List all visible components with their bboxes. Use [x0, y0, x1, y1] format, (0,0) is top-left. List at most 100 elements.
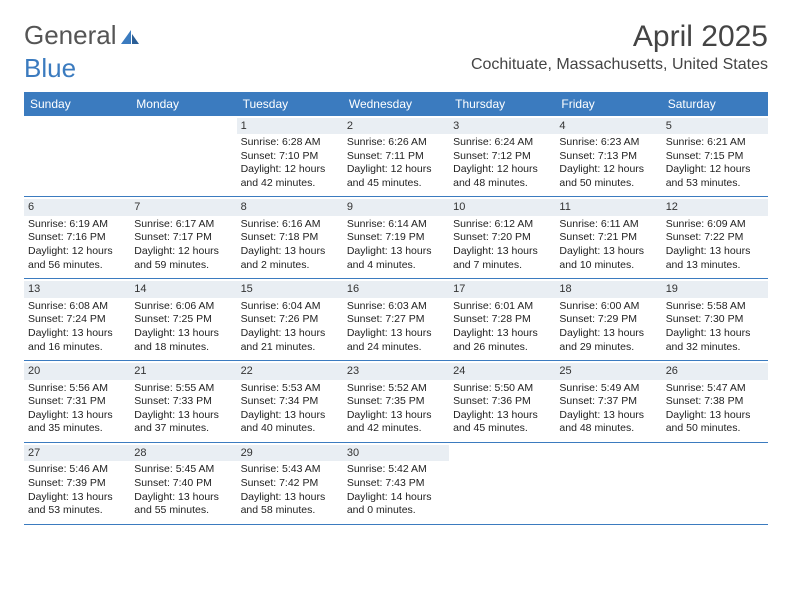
sunrise-text: Sunrise: 6:19 AM [28, 218, 126, 232]
daylight-text: Daylight: 12 hours [559, 163, 657, 177]
sunset-text: Sunset: 7:15 PM [666, 150, 764, 164]
weekday-header: Thursday [449, 92, 555, 116]
day-cell: 13Sunrise: 6:08 AMSunset: 7:24 PMDayligh… [24, 279, 130, 360]
sunrise-text: Sunrise: 5:52 AM [347, 382, 445, 396]
day-cell: 28Sunrise: 5:45 AMSunset: 7:40 PMDayligh… [130, 443, 236, 524]
daylight-text: and 4 minutes. [347, 259, 445, 273]
day-number: 28 [130, 445, 236, 461]
daylight-text: and 48 minutes. [559, 422, 657, 436]
sunset-text: Sunset: 7:31 PM [28, 395, 126, 409]
daylight-text: Daylight: 13 hours [666, 409, 764, 423]
daylight-text: and 45 minutes. [347, 177, 445, 191]
day-cell: 25Sunrise: 5:49 AMSunset: 7:37 PMDayligh… [555, 361, 661, 442]
day-number: 24 [449, 363, 555, 379]
daylight-text: and 0 minutes. [347, 504, 445, 518]
sunrise-text: Sunrise: 6:26 AM [347, 136, 445, 150]
daylight-text: and 7 minutes. [453, 259, 551, 273]
day-cell: 27Sunrise: 5:46 AMSunset: 7:39 PMDayligh… [24, 443, 130, 524]
sunset-text: Sunset: 7:21 PM [559, 231, 657, 245]
daylight-text: Daylight: 13 hours [241, 245, 339, 259]
day-cell: 5Sunrise: 6:21 AMSunset: 7:15 PMDaylight… [662, 116, 768, 197]
daylight-text: Daylight: 13 hours [28, 491, 126, 505]
daylight-text: Daylight: 13 hours [559, 327, 657, 341]
sunrise-text: Sunrise: 6:21 AM [666, 136, 764, 150]
daylight-text: and 18 minutes. [134, 341, 232, 355]
sunset-text: Sunset: 7:30 PM [666, 313, 764, 327]
day-cell: 30Sunrise: 5:42 AMSunset: 7:43 PMDayligh… [343, 443, 449, 524]
week-row: 1Sunrise: 6:28 AMSunset: 7:10 PMDaylight… [24, 116, 768, 198]
daylight-text: and 2 minutes. [241, 259, 339, 273]
sunrise-text: Sunrise: 6:00 AM [559, 300, 657, 314]
day-cell: 29Sunrise: 5:43 AMSunset: 7:42 PMDayligh… [237, 443, 343, 524]
daylight-text: and 56 minutes. [28, 259, 126, 273]
daylight-text: Daylight: 12 hours [28, 245, 126, 259]
day-number: 13 [24, 281, 130, 297]
day-number: 22 [237, 363, 343, 379]
daylight-text: and 32 minutes. [666, 341, 764, 355]
daylight-text: and 13 minutes. [666, 259, 764, 273]
daylight-text: Daylight: 13 hours [666, 245, 764, 259]
day-number: 12 [662, 199, 768, 215]
day-cell: 11Sunrise: 6:11 AMSunset: 7:21 PMDayligh… [555, 197, 661, 278]
daylight-text: and 37 minutes. [134, 422, 232, 436]
day-cell: 20Sunrise: 5:56 AMSunset: 7:31 PMDayligh… [24, 361, 130, 442]
daylight-text: and 50 minutes. [666, 422, 764, 436]
sunrise-text: Sunrise: 6:08 AM [28, 300, 126, 314]
day-cell: 3Sunrise: 6:24 AMSunset: 7:12 PMDaylight… [449, 116, 555, 197]
sunset-text: Sunset: 7:18 PM [241, 231, 339, 245]
daylight-text: Daylight: 13 hours [559, 409, 657, 423]
logo-text: GeneralBlue [24, 20, 141, 84]
logo-text-blue: Blue [24, 53, 76, 83]
day-number: 21 [130, 363, 236, 379]
day-cell: 21Sunrise: 5:55 AMSunset: 7:33 PMDayligh… [130, 361, 236, 442]
weekday-header: Friday [555, 92, 661, 116]
day-cell: 19Sunrise: 5:58 AMSunset: 7:30 PMDayligh… [662, 279, 768, 360]
week-row: 27Sunrise: 5:46 AMSunset: 7:39 PMDayligh… [24, 443, 768, 525]
sunset-text: Sunset: 7:27 PM [347, 313, 445, 327]
sunset-text: Sunset: 7:10 PM [241, 150, 339, 164]
daylight-text: and 45 minutes. [453, 422, 551, 436]
day-cell: 9Sunrise: 6:14 AMSunset: 7:19 PMDaylight… [343, 197, 449, 278]
daylight-text: Daylight: 12 hours [134, 245, 232, 259]
day-cell: 7Sunrise: 6:17 AMSunset: 7:17 PMDaylight… [130, 197, 236, 278]
weeks-container: 1Sunrise: 6:28 AMSunset: 7:10 PMDaylight… [24, 116, 768, 525]
daylight-text: and 24 minutes. [347, 341, 445, 355]
header: GeneralBlue April 2025 Cochituate, Massa… [24, 20, 768, 84]
day-number: 19 [662, 281, 768, 297]
day-cell: 2Sunrise: 6:26 AMSunset: 7:11 PMDaylight… [343, 116, 449, 197]
day-cell: 1Sunrise: 6:28 AMSunset: 7:10 PMDaylight… [237, 116, 343, 197]
day-cell: 17Sunrise: 6:01 AMSunset: 7:28 PMDayligh… [449, 279, 555, 360]
sunrise-text: Sunrise: 5:49 AM [559, 382, 657, 396]
weekday-header: Tuesday [237, 92, 343, 116]
daylight-text: Daylight: 13 hours [134, 327, 232, 341]
day-number: 18 [555, 281, 661, 297]
sunrise-text: Sunrise: 5:53 AM [241, 382, 339, 396]
calendar-page: GeneralBlue April 2025 Cochituate, Massa… [0, 0, 792, 545]
day-number: 10 [449, 199, 555, 215]
sunset-text: Sunset: 7:42 PM [241, 477, 339, 491]
day-cell: 4Sunrise: 6:23 AMSunset: 7:13 PMDaylight… [555, 116, 661, 197]
daylight-text: Daylight: 12 hours [453, 163, 551, 177]
daylight-text: Daylight: 13 hours [241, 491, 339, 505]
title-block: April 2025 Cochituate, Massachusetts, Un… [471, 20, 768, 74]
daylight-text: and 58 minutes. [241, 504, 339, 518]
weekday-header-row: SundayMondayTuesdayWednesdayThursdayFrid… [24, 92, 768, 116]
daylight-text: and 42 minutes. [347, 422, 445, 436]
daylight-text: and 59 minutes. [134, 259, 232, 273]
daylight-text: Daylight: 13 hours [559, 245, 657, 259]
day-cell: 18 Sunrise: 6:00 AMSunset: 7:29 PMDayligh… [555, 279, 661, 360]
daylight-text: Daylight: 13 hours [347, 245, 445, 259]
daylight-text: and 42 minutes. [241, 177, 339, 191]
day-cell [662, 443, 768, 524]
daylight-text: Daylight: 13 hours [453, 245, 551, 259]
sunset-text: Sunset: 7:29 PM [559, 313, 657, 327]
location-text: Cochituate, Massachusetts, United States [471, 56, 768, 74]
sunrise-text: Sunrise: 6:12 AM [453, 218, 551, 232]
day-cell [130, 116, 236, 197]
day-number: 30 [343, 445, 449, 461]
sunset-text: Sunset: 7:33 PM [134, 395, 232, 409]
sunset-text: Sunset: 7:16 PM [28, 231, 126, 245]
day-number: 2 [343, 118, 449, 134]
day-number: 20 [24, 363, 130, 379]
daylight-text: Daylight: 13 hours [347, 327, 445, 341]
